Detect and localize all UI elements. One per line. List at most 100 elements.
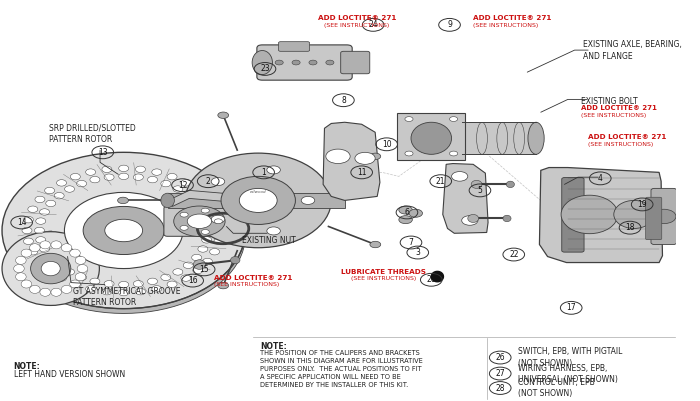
Ellipse shape (29, 244, 40, 252)
Circle shape (409, 209, 423, 217)
Text: ADD LOCTITE® 271: ADD LOCTITE® 271 (318, 15, 396, 21)
Ellipse shape (64, 269, 75, 275)
Text: LEFT HAND VERSION SHOWN: LEFT HAND VERSION SHOWN (13, 370, 125, 379)
Ellipse shape (104, 174, 114, 180)
Circle shape (201, 229, 209, 234)
Ellipse shape (119, 282, 129, 288)
Ellipse shape (411, 122, 452, 154)
Ellipse shape (203, 227, 213, 234)
Ellipse shape (181, 275, 191, 281)
Ellipse shape (76, 180, 87, 187)
Text: EXISTING AXLE, BEARING,
AND FLANGE: EXISTING AXLE, BEARING, AND FLANGE (582, 40, 682, 61)
FancyBboxPatch shape (645, 197, 661, 240)
Ellipse shape (161, 193, 174, 208)
Text: 18: 18 (625, 223, 635, 232)
Ellipse shape (40, 209, 50, 215)
Circle shape (405, 117, 413, 122)
Ellipse shape (28, 249, 38, 255)
Text: WIRING HARNESS, EPB,
UNIVERSAL (NOT SHOWN): WIRING HARNESS, EPB, UNIVERSAL (NOT SHOW… (518, 364, 617, 384)
Ellipse shape (202, 196, 213, 203)
Polygon shape (431, 271, 443, 282)
Ellipse shape (214, 217, 224, 223)
Circle shape (211, 178, 225, 186)
Text: (SEE INSTRUCTIONS): (SEE INSTRUCTIONS) (582, 113, 647, 117)
Text: 6: 6 (405, 208, 409, 217)
Circle shape (370, 241, 381, 248)
Ellipse shape (57, 180, 66, 186)
Ellipse shape (192, 200, 202, 207)
Ellipse shape (148, 176, 158, 183)
Ellipse shape (29, 286, 40, 294)
Circle shape (267, 227, 281, 235)
Circle shape (370, 153, 381, 160)
Ellipse shape (468, 215, 479, 223)
Ellipse shape (198, 209, 208, 215)
Circle shape (292, 60, 300, 65)
Circle shape (301, 196, 315, 205)
Circle shape (452, 172, 468, 181)
Text: 11: 11 (357, 168, 366, 177)
Polygon shape (323, 122, 380, 200)
Ellipse shape (71, 281, 80, 288)
Circle shape (326, 149, 350, 164)
Polygon shape (462, 122, 536, 154)
FancyBboxPatch shape (279, 42, 309, 51)
Text: ADD LOCTITE® 271: ADD LOCTITE® 271 (214, 275, 292, 281)
Ellipse shape (75, 273, 86, 281)
Ellipse shape (51, 241, 62, 249)
Ellipse shape (198, 246, 208, 252)
Ellipse shape (40, 288, 50, 296)
Ellipse shape (252, 51, 272, 75)
Text: (SEE INSTRUCTIONS): (SEE INSTRUCTIONS) (324, 23, 389, 28)
Text: 24: 24 (368, 20, 378, 29)
Ellipse shape (64, 192, 183, 269)
Ellipse shape (193, 260, 206, 269)
Circle shape (399, 216, 412, 224)
Ellipse shape (202, 258, 213, 265)
Ellipse shape (70, 249, 80, 257)
Ellipse shape (181, 180, 191, 186)
Text: (SEE INSTRUCTIONS): (SEE INSTRUCTIONS) (351, 276, 416, 281)
Text: (SEE INSTRUCTIONS): (SEE INSTRUCTIONS) (473, 23, 538, 28)
Circle shape (211, 215, 225, 223)
Text: EXISTING NUT: EXISTING NUT (242, 236, 296, 245)
Circle shape (118, 197, 128, 204)
Ellipse shape (173, 269, 183, 275)
Circle shape (180, 212, 188, 217)
Ellipse shape (183, 262, 193, 268)
Polygon shape (9, 231, 246, 314)
Ellipse shape (28, 206, 38, 213)
Text: 3: 3 (415, 248, 420, 257)
Circle shape (201, 208, 209, 213)
Ellipse shape (528, 122, 544, 154)
Ellipse shape (216, 227, 225, 234)
Ellipse shape (471, 180, 482, 188)
Text: 15: 15 (199, 265, 209, 274)
Circle shape (218, 282, 229, 289)
Text: 13: 13 (98, 148, 108, 157)
Ellipse shape (45, 187, 55, 194)
Circle shape (355, 152, 375, 164)
Text: SRP DRILLED/SLOTTED
PATTERN ROTOR: SRP DRILLED/SLOTTED PATTERN ROTOR (49, 124, 135, 144)
Text: LUBRICATE THREADS: LUBRICATE THREADS (342, 269, 426, 275)
Text: ADD LOCTITE® 271: ADD LOCTITE® 271 (588, 134, 666, 140)
Text: 2: 2 (206, 177, 211, 186)
Ellipse shape (214, 238, 224, 245)
Ellipse shape (54, 262, 64, 268)
Text: 16: 16 (188, 276, 197, 285)
Ellipse shape (85, 169, 96, 175)
Ellipse shape (503, 215, 511, 222)
Ellipse shape (102, 166, 112, 172)
Circle shape (275, 60, 284, 65)
Circle shape (399, 206, 412, 214)
Ellipse shape (36, 218, 46, 224)
Circle shape (449, 117, 458, 122)
Text: 9: 9 (447, 20, 452, 29)
Text: 21: 21 (436, 177, 445, 186)
Ellipse shape (133, 174, 144, 180)
Text: SWITCH, EPB, WITH PIGTAIL
(NOT SHOWN): SWITCH, EPB, WITH PIGTAIL (NOT SHOWN) (518, 348, 622, 368)
Text: (SEE INSTRUCTIONS): (SEE INSTRUCTIONS) (214, 282, 279, 287)
Ellipse shape (186, 153, 331, 248)
Ellipse shape (77, 265, 88, 273)
Ellipse shape (83, 207, 164, 255)
